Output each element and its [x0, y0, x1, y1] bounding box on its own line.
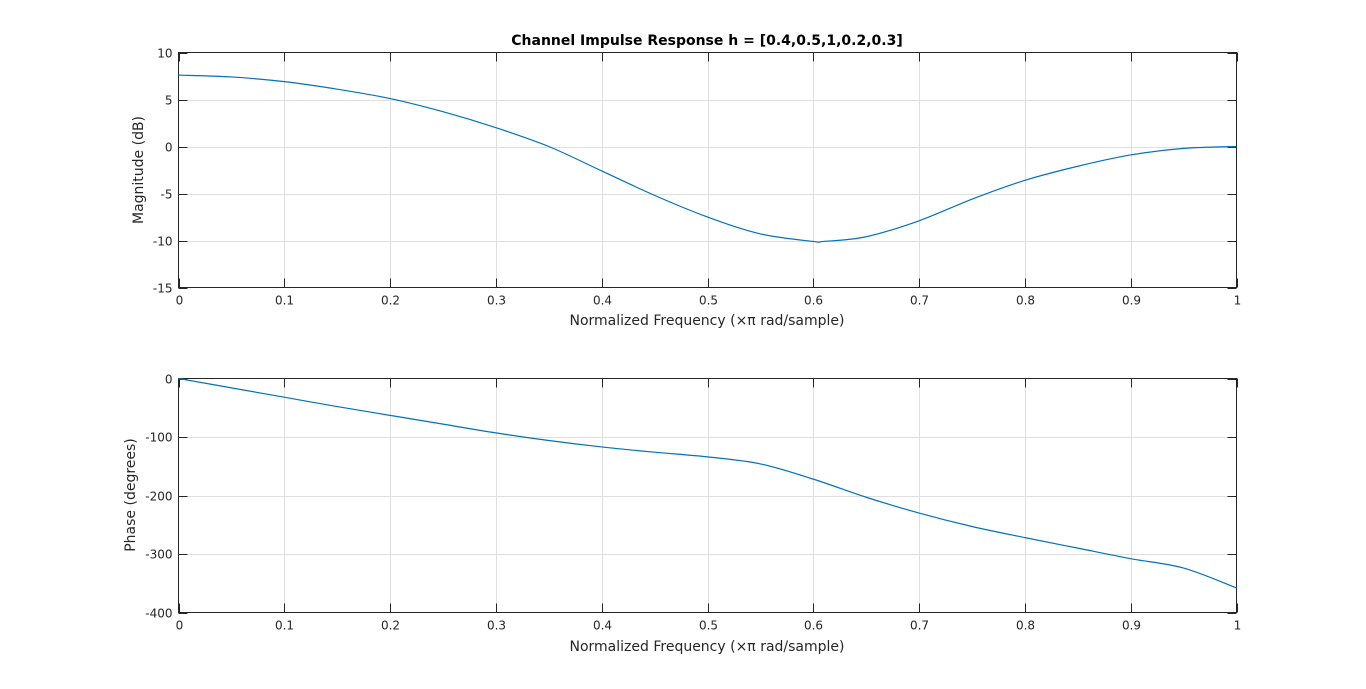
magnitude-plot: 0 0.1 0.2 0.3 0.4 0.5 0.6 0.7 0.8 0.9 1 -15 -10 -5 0 5…: [131, 47, 1241, 330]
phase-y-tick-label: -400: [145, 607, 172, 621]
magnitude-x-tick-label: 0.8: [1016, 294, 1035, 308]
magnitude-x-tick-label: 0.2: [381, 294, 400, 308]
magnitude-x-tick-label: 0: [176, 294, 184, 308]
phase-x-tick-labels: 0 0.1 0.2 0.3 0.4 0.5 0.6 0.7 0.8 0.9 1: [176, 619, 1242, 633]
phase-x-tick-label: 0.6: [804, 619, 823, 633]
phase-y-tick-label: -300: [145, 548, 172, 562]
phase-x-tick-label: 1: [1234, 619, 1242, 633]
magnitude-y-tick-label: -10: [153, 235, 173, 249]
magnitude-grid: [178, 52, 1237, 288]
phase-y-axis-label: Phase (degrees): [123, 438, 139, 552]
phase-x-tick-label: 0.5: [699, 619, 718, 633]
magnitude-y-tick-label: 0: [165, 141, 173, 155]
phase-x-tick-label: 0.2: [381, 619, 400, 633]
phase-tick-marks: [178, 378, 1238, 614]
magnitude-y-tick-labels: -15 -10 -5 0 5 10: [153, 47, 173, 296]
magnitude-y-tick-label: 5: [165, 94, 173, 108]
phase-x-tick-label: 0.4: [593, 619, 612, 633]
phase-y-tick-labels: -400 -300 -200 -100 0: [145, 373, 172, 621]
phase-grid: [178, 378, 1237, 613]
phase-y-tick-label: -100: [145, 431, 172, 445]
magnitude-y-tick-label: 10: [157, 47, 172, 61]
magnitude-y-axis-label: Magnitude (dB): [131, 116, 147, 224]
magnitude-x-tick-labels: 0 0.1 0.2 0.3 0.4 0.5 0.6 0.7 0.8 0.9 1: [176, 294, 1242, 308]
phase-x-tick-label: 0.3: [487, 619, 506, 633]
figure-title: Channel Impulse Response h = [0.4,0.5,1,…: [511, 33, 902, 49]
magnitude-tick-marks: [178, 52, 1238, 289]
phase-x-tick-label: 0.9: [1122, 619, 1141, 633]
phase-x-tick-label: 0: [176, 619, 184, 633]
magnitude-x-axis-label: Normalized Frequency (×π rad/sample): [570, 313, 845, 329]
magnitude-x-tick-label: 0.1: [275, 294, 294, 308]
magnitude-y-tick-label: -5: [161, 188, 173, 202]
magnitude-x-tick-label: 0.7: [910, 294, 929, 308]
magnitude-axes-box: [178, 52, 1237, 288]
phase-series-line: [178, 377, 1237, 589]
phase-x-tick-label: 0.7: [910, 619, 929, 633]
phase-x-tick-label: 0.1: [275, 619, 294, 633]
magnitude-x-tick-label: 0.4: [593, 294, 612, 308]
magnitude-x-tick-label: 1: [1234, 294, 1242, 308]
phase-y-tick-label: -200: [145, 490, 172, 504]
magnitude-y-tick-label: -15: [153, 282, 173, 296]
magnitude-x-tick-label: 0.6: [804, 294, 823, 308]
magnitude-x-tick-label: 0.5: [699, 294, 718, 308]
phase-plot: 0 0.1 0.2 0.3 0.4 0.5 0.6 0.7 0.8 0.9 1 -400 -300 -2…: [123, 373, 1241, 656]
magnitude-series-line: [178, 74, 1237, 243]
phase-axes-box: [178, 378, 1237, 613]
phase-x-tick-label: 0.8: [1016, 619, 1035, 633]
phase-y-tick-label: 0: [165, 373, 173, 387]
magnitude-x-tick-label: 0.9: [1122, 294, 1141, 308]
magnitude-x-tick-label: 0.3: [487, 294, 506, 308]
phase-x-axis-label: Normalized Frequency (×π rad/sample): [570, 639, 845, 655]
